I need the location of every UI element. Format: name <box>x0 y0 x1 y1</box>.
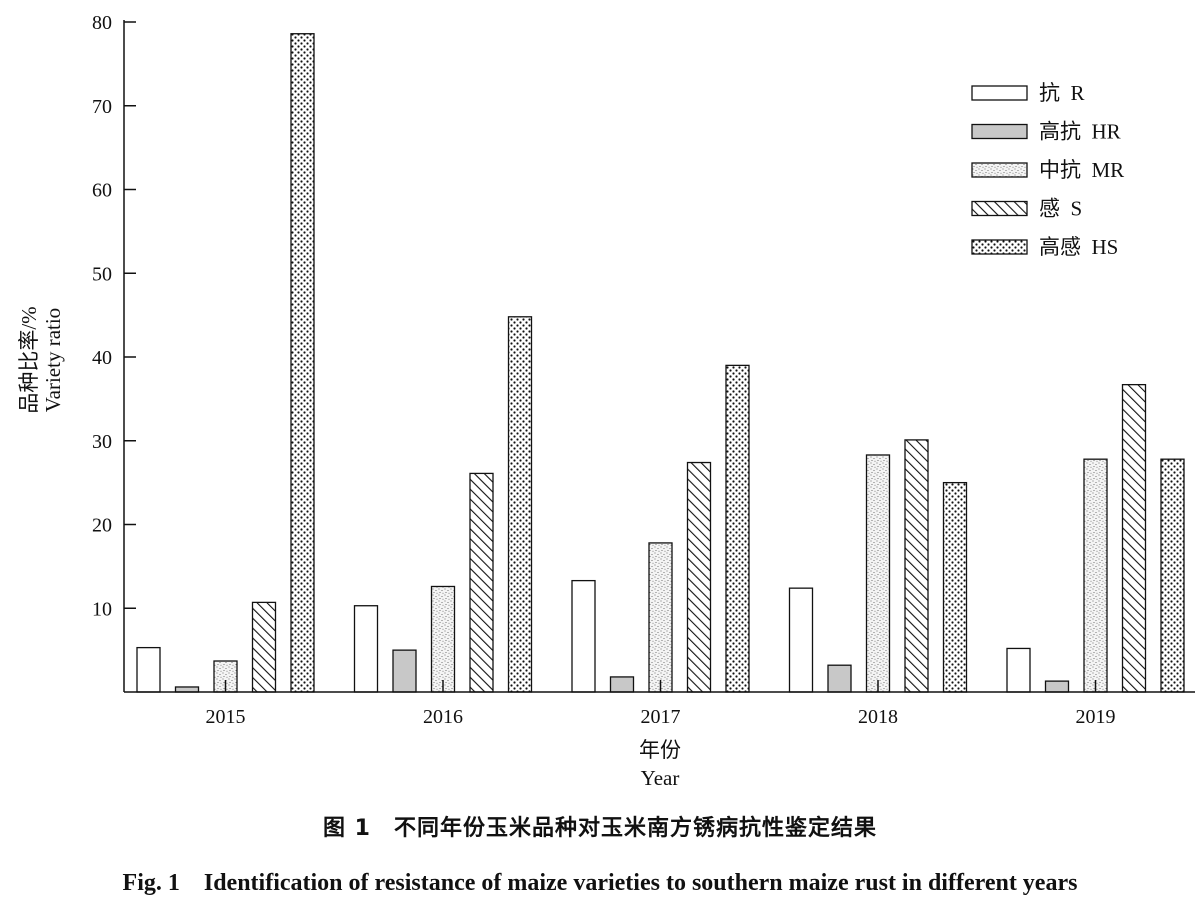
legend-label-0: 抗 R <box>1039 81 1085 105</box>
x-tick-label-2017: 2017 <box>641 706 681 728</box>
bar-2016-2 <box>430 585 456 693</box>
axes-layer: 10 20 30 40 50 60 70 80 2015 2016 2017 2018 2019 <box>92 12 1195 728</box>
bar-2016-4 <box>507 316 533 693</box>
legend-label-3: 感 S <box>1039 197 1082 221</box>
legend-swatch-0 <box>971 85 1028 101</box>
bar-2019-0 <box>1006 647 1031 693</box>
y-tick-label-80: 80 <box>92 12 112 34</box>
x-tick-label-2015: 2015 <box>206 706 246 728</box>
bar-2017-0 <box>571 579 596 693</box>
y-tick-label-50: 50 <box>92 263 112 285</box>
y-tick-label-20: 20 <box>92 515 112 537</box>
bar-2018-0 <box>788 587 814 693</box>
bar-2019-3 <box>1121 383 1147 693</box>
legend: 抗 R 高抗 HR 中抗 MR 感 S 高感 HS <box>971 81 1124 259</box>
legend-label-2: 中抗 MR <box>1039 158 1124 182</box>
bar-2018-3 <box>904 439 929 693</box>
bar-2015-1 <box>174 686 200 693</box>
x-axis-title: 年份 Year <box>639 738 681 790</box>
y-tick-label-40: 40 <box>92 347 112 369</box>
bar-2015-4 <box>290 33 315 693</box>
legend-swatch-4 <box>971 239 1028 255</box>
x-axis-title-cn: 年份 <box>639 738 681 762</box>
y-axis-title-cn: 品种比率/% <box>17 306 41 413</box>
bar-2017-3 <box>686 461 712 693</box>
bar-2017-4 <box>725 364 750 693</box>
bar-2018-1 <box>827 664 852 693</box>
legend-swatch-1 <box>971 123 1028 140</box>
bar-2017-1 <box>609 676 635 693</box>
bar-2017-2 <box>648 542 673 693</box>
bar-2018-2 <box>865 454 891 693</box>
legend-label-1: 高抗 HR <box>1039 120 1121 144</box>
bar-2019-1 <box>1044 680 1070 693</box>
bar-2018-4 <box>942 481 968 693</box>
y-tick-label-60: 60 <box>92 180 112 202</box>
x-tick-label-2019: 2019 <box>1076 706 1116 728</box>
bar-2015-0 <box>136 646 161 693</box>
y-axis-title-en: Variety ratio <box>41 308 65 412</box>
y-tick-label-10: 10 <box>92 598 112 620</box>
x-tick-label-2018: 2018 <box>858 706 898 728</box>
bar-2019-4 <box>1160 458 1185 693</box>
bars-layer <box>136 33 1185 693</box>
figure-caption-cn: 图 1 不同年份玉米品种对玉米南方锈病抗性鉴定结果 <box>323 816 877 841</box>
bar-2016-3 <box>469 472 494 693</box>
bar-2016-0 <box>353 605 379 693</box>
legend-label-4: 高感 HS <box>1039 235 1118 259</box>
bar-2019-2 <box>1083 458 1108 693</box>
bar-2016-1 <box>392 649 417 693</box>
y-tick-label-70: 70 <box>92 96 112 118</box>
y-tick-label-30: 30 <box>92 431 112 453</box>
legend-swatch-3 <box>971 200 1028 217</box>
y-axis-title: 品种比率/% Variety ratio <box>17 306 65 413</box>
bar-chart: 10 20 30 40 50 60 70 80 2015 2016 2017 2018 2019 年份 … <box>17 12 1195 790</box>
figure-caption-en: Fig. 1 Identification of resistance of m… <box>122 870 1078 896</box>
bar-2015-3 <box>251 601 277 693</box>
legend-swatch-2 <box>971 162 1028 178</box>
x-axis-title-en: Year <box>641 766 680 790</box>
x-tick-label-2016: 2016 <box>423 706 463 728</box>
